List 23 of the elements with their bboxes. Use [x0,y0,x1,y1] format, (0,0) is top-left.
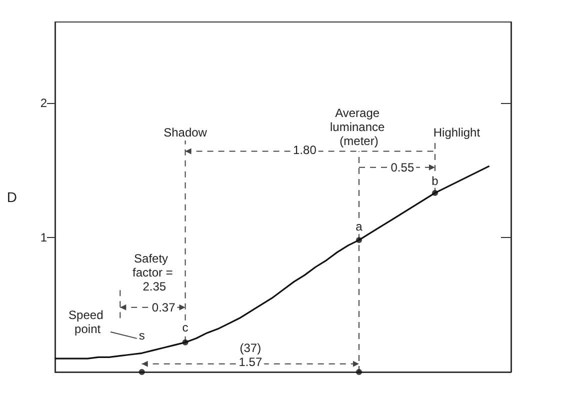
point [432,190,438,196]
y-tick-label: 1 [40,230,48,244]
annotation: a [356,220,363,234]
annotation: c [182,320,188,335]
annotation: Speed point [68,308,107,336]
annotation: Average luminance (meter) [330,106,388,148]
y-axis-title: D [6,189,17,205]
y-tick-label: 2 [40,96,48,110]
annotation: Highlight [433,125,481,140]
annotation: b [432,174,439,188]
annotation: s [138,328,145,343]
line-series [54,165,490,360]
point [138,369,145,375]
point [356,369,362,375]
annotation: Safety factor = 2.35 [132,251,173,294]
point [182,339,188,346]
annotation: (37) [240,340,262,355]
annotation: 1.80 [293,142,317,157]
annotation: 0.55 [390,160,414,174]
annotation: 1.57 [238,354,262,369]
annotation: 0.37 [152,300,176,314]
annotation: Shadow [164,125,208,140]
point [356,237,362,244]
